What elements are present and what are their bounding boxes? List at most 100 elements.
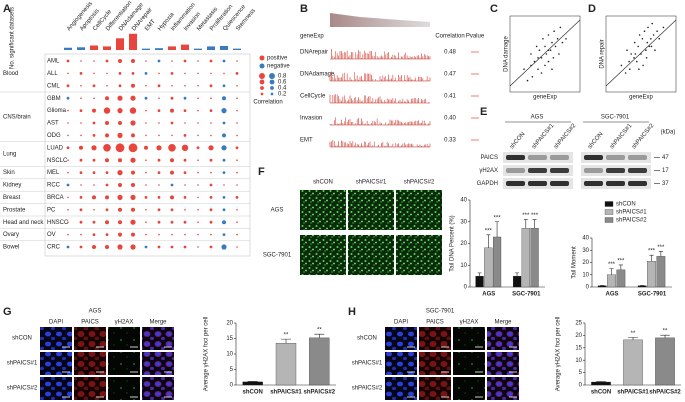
panel-title: AGS [89,309,102,315]
significance: *** [648,249,656,255]
bar [275,342,297,386]
count-bar [129,33,137,50]
count-bar [103,46,111,50]
y-tick-label: 0 [586,285,590,291]
band [628,168,647,173]
row-label: NSCLC [47,158,68,164]
correlation-dot [66,84,70,88]
count-bar [116,38,124,50]
lane-label: shPAICS#2 [553,123,578,151]
scatter-point [537,68,539,70]
column-label: shCON [313,180,333,186]
correlation-dot [197,246,199,248]
correlation-dot [170,208,174,212]
row-label: GBM [47,96,61,102]
y-tick-label: 10 [575,358,582,364]
error-bar [523,219,528,229]
band [506,181,525,186]
panel-label: A [3,3,11,15]
error-bar [609,268,614,275]
legend-title: Correlation [253,100,282,106]
significance: *** [617,259,625,265]
correlation-dot [157,84,161,88]
correlation-dot [236,109,238,112]
correlation-dot [144,72,148,75]
correlation-dot [197,72,199,75]
score-trace [329,139,431,148]
correlation-dot [80,97,82,99]
scatter-point [634,53,637,55]
band [628,181,647,186]
count-bar [77,47,85,50]
correlation-dot [197,85,199,87]
correlation-dot [197,209,199,211]
micrograph [300,235,346,275]
band [606,155,625,160]
correlation-dot [170,96,174,100]
micrograph [40,327,72,350]
scatter-point [540,57,543,59]
scatter-point [547,60,550,63]
correlation-dot [105,171,109,175]
correlation-dot [92,195,96,200]
micrograph [453,377,485,400]
correlation-dot [144,145,148,150]
correlation-dot [66,96,70,100]
micrograph [142,377,174,400]
count-bar [155,48,163,50]
correlation-dot [145,159,147,161]
correlation-dot [130,157,136,163]
correlation-dot [105,121,109,125]
correlation-dot [144,245,148,249]
legend-size [259,79,265,85]
scatter-point [647,26,649,29]
expression-profile [330,13,430,27]
scatter-point [542,38,544,40]
correlation-dot [223,72,225,75]
header: geneExp [300,34,324,40]
row-label: ODG [47,133,61,139]
error-bar [658,251,663,257]
y-tick-label: 0 [230,383,234,389]
legend-label: shCON [616,202,636,208]
correlation-dot [222,121,226,125]
correlation-value: 0.41 [444,94,456,100]
correlation-dot [171,60,173,62]
correlation-dot [67,221,69,223]
correlation-value: 0.33 [444,138,456,144]
y-tick-label: 10 [226,352,233,358]
scatter-point [652,34,655,36]
error-bar [281,338,291,344]
correlation-dot [105,220,109,225]
y-tick-label: 20 [575,333,582,339]
correlation-dot [210,134,212,137]
correlation-dot [117,95,123,101]
scatter-point [645,49,647,51]
correlation-dot [236,221,238,223]
correlation-dot [223,184,225,186]
row-label: CRC [47,245,61,251]
correlation-dot [209,109,213,112]
legend-dot [259,55,265,61]
correlation-dot [79,220,83,224]
correlation-dot [184,72,186,75]
correlation-dot [67,233,69,236]
x-tick-label: shPAICS#2 [649,390,681,396]
correlation-dot [117,170,123,176]
correlation-dot [145,122,147,124]
column-label: EMT [144,18,157,32]
panel-label: F [258,166,265,178]
score-trace [329,48,431,60]
count-bar [142,48,150,50]
scatter-point [651,22,653,25]
micrograph [300,190,346,230]
count-bar [64,47,72,50]
correlation-dot [170,195,174,200]
correlation-dot [208,145,214,151]
bar [623,339,643,386]
y-tick-label: 10 [460,263,467,269]
correlation-dot [105,245,109,249]
error-bar [628,337,638,340]
correlation-dot [67,109,69,112]
correlation-dot [158,97,160,99]
